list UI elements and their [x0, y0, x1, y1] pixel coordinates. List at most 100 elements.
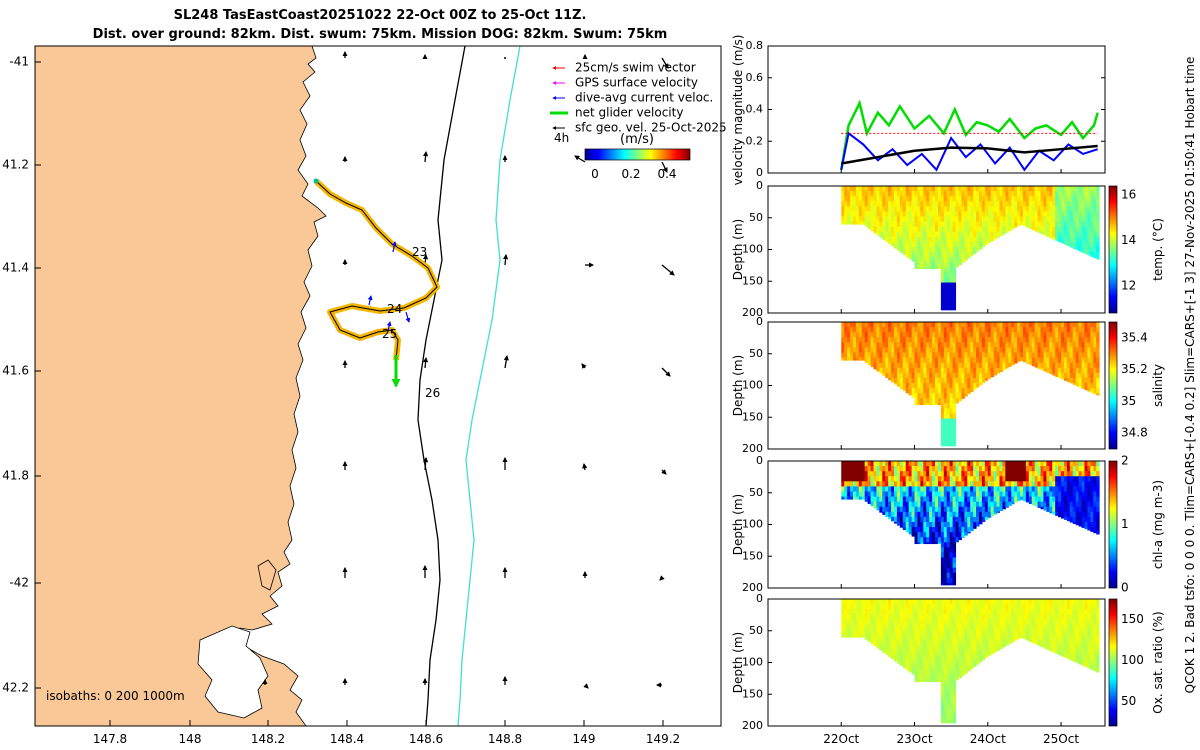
section-cell	[888, 367, 892, 374]
surface-geostrophic-arrows	[262, 50, 675, 689]
section-cell	[976, 481, 980, 487]
section-cell	[1093, 629, 1097, 636]
section-cell	[937, 634, 942, 641]
section-cell	[908, 221, 913, 228]
section-cell	[946, 562, 951, 569]
section-cell	[996, 352, 1001, 359]
section-cell	[917, 337, 921, 343]
section-cell	[929, 599, 933, 605]
section-cell	[996, 236, 1001, 238]
section-cell	[899, 496, 904, 503]
section-cell	[882, 614, 886, 620]
section-cell	[970, 521, 974, 528]
section-cell	[914, 186, 918, 192]
section-cell	[970, 357, 974, 364]
section-cell	[1014, 342, 1018, 348]
section-cell	[978, 629, 983, 636]
section-cell	[1052, 352, 1056, 359]
section-cell	[882, 342, 886, 348]
section-cell	[1096, 327, 1100, 333]
section-cell	[943, 423, 948, 430]
section-cell	[855, 486, 860, 492]
section-cell	[1049, 357, 1053, 364]
section-cell	[958, 527, 962, 533]
section-cell	[891, 639, 895, 646]
section-cell	[1028, 226, 1033, 229]
section-cell	[1002, 201, 1006, 207]
section-cell	[967, 186, 971, 192]
colorbar-tick-0: 0	[591, 167, 599, 181]
section-cell	[888, 342, 892, 348]
section-cell	[973, 252, 977, 254]
section-cell	[955, 532, 959, 538]
section-cell	[1084, 388, 1088, 391]
section-cell	[935, 619, 939, 625]
section-cell	[1096, 501, 1100, 508]
section-cell	[1061, 506, 1065, 513]
section-cell	[905, 639, 910, 646]
section-cell	[879, 609, 883, 615]
map-xtick-label: 149.2	[646, 732, 680, 746]
section-cell	[990, 604, 995, 610]
section-cell	[902, 216, 907, 223]
section-cell	[1040, 506, 1044, 510]
section-cell	[932, 486, 936, 492]
section-cell	[976, 236, 980, 243]
section-cell	[1093, 481, 1097, 487]
section-cell	[911, 649, 916, 656]
section-cell	[905, 659, 910, 666]
section-cell	[891, 486, 895, 492]
section-cell	[1028, 211, 1033, 217]
section-cell	[1093, 471, 1097, 477]
section-cell	[1066, 491, 1071, 498]
section-cell	[885, 486, 889, 492]
section-cell	[1084, 619, 1088, 625]
section-cell	[1011, 196, 1015, 202]
section-cell	[1046, 481, 1050, 487]
section-cell	[917, 372, 921, 379]
section-cell	[981, 357, 986, 364]
section-cell	[1087, 501, 1091, 508]
section-cell	[1046, 221, 1050, 228]
section-cell	[914, 511, 918, 518]
section-cell	[1055, 211, 1059, 217]
section-cell	[955, 216, 959, 223]
section-cell	[1002, 191, 1006, 197]
section-cell	[1043, 486, 1047, 492]
map-ytick-label: 41.6	[2, 364, 29, 378]
section-cell	[1066, 471, 1071, 477]
section-cell	[914, 491, 918, 498]
section-cell	[1066, 609, 1071, 615]
section-cell	[1063, 654, 1068, 658]
section-cell	[1081, 461, 1085, 467]
section-cell	[961, 481, 965, 487]
section-cell	[917, 506, 921, 513]
section-cell	[996, 604, 1001, 610]
section-cell	[999, 624, 1003, 630]
section-cell	[923, 516, 927, 523]
section-cell	[955, 257, 959, 263]
section-cell	[946, 496, 951, 503]
section-cell	[984, 206, 989, 212]
section-cell	[1055, 634, 1059, 641]
section-cell	[943, 710, 948, 717]
section-cell	[970, 367, 974, 374]
section-cell	[946, 705, 951, 712]
section-cell	[949, 685, 954, 691]
section-cell	[1017, 486, 1021, 492]
section-cell	[923, 629, 927, 636]
section-cell	[920, 352, 924, 359]
section-cell	[1063, 342, 1068, 348]
section-cell	[914, 357, 918, 364]
section-cell	[1087, 342, 1091, 348]
section-cell	[1063, 486, 1068, 492]
section-cell	[955, 599, 959, 605]
section-cell	[1055, 644, 1059, 651]
section-cell	[1075, 476, 1080, 482]
section-cell	[888, 216, 892, 223]
section-cell	[1084, 659, 1088, 666]
section-cell	[1058, 216, 1062, 223]
section-cell	[929, 491, 933, 498]
section-cell	[984, 634, 989, 641]
section-cell	[952, 267, 957, 273]
